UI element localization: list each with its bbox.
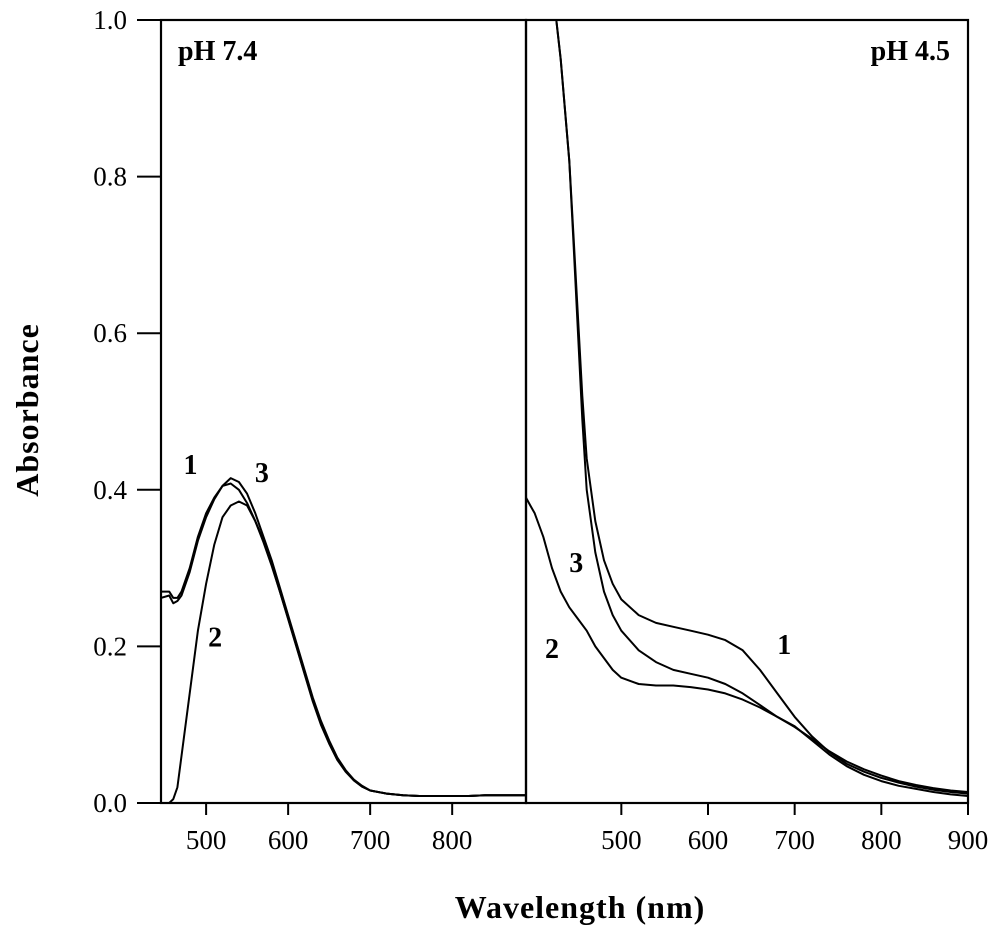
- series-line-3: [555, 20, 968, 793]
- x-tick-label: 800: [861, 825, 902, 855]
- x-tick-label: 700: [774, 825, 815, 855]
- panel-title: pH 7.4: [178, 36, 257, 67]
- x-tick-label: 800: [432, 825, 473, 855]
- panel-ph-7-4: 500 600 700 800 0.0 0.2 0.4 0.6 0.8 1.0 pH 7.4 1 2 3: [93, 5, 528, 855]
- y-tick-label: 0.2: [93, 631, 127, 661]
- series-line-1: [555, 20, 968, 795]
- y-axis-title: Absorbance: [9, 323, 45, 497]
- series-label-1: 1: [777, 630, 791, 661]
- series-label-2: 2: [208, 622, 222, 653]
- y-tick-label: 1.0: [93, 5, 127, 35]
- series-label-3: 3: [569, 548, 583, 579]
- x-tick-label: 600: [268, 825, 309, 855]
- x-tick-label: 900: [948, 825, 989, 855]
- x-tick-label: 600: [688, 825, 729, 855]
- x-tick-label: 500: [601, 825, 642, 855]
- series-label-3: 3: [255, 458, 269, 489]
- plot-frame: [524, 18, 970, 805]
- y-tick-label: 0.4: [93, 475, 127, 505]
- series-label-1: 1: [184, 450, 198, 481]
- x-axis-title: Wavelength (nm): [455, 889, 706, 925]
- x-tick-label: 500: [186, 825, 227, 855]
- series-line-3: [161, 482, 526, 797]
- y-tick-label: 0.8: [93, 162, 127, 192]
- series-label-2: 2: [545, 634, 559, 665]
- x-tick-label: 700: [350, 825, 391, 855]
- panel-ph-4-5: 500 600 700 800 900 pH 4.5 1 2 3: [524, 18, 989, 855]
- y-tick-label: 0.0: [93, 788, 127, 818]
- series-line-2: [526, 496, 968, 797]
- plot-frame: [159, 18, 528, 805]
- panel-title: pH 4.5: [871, 36, 950, 67]
- y-tick-label: 0.6: [93, 318, 127, 348]
